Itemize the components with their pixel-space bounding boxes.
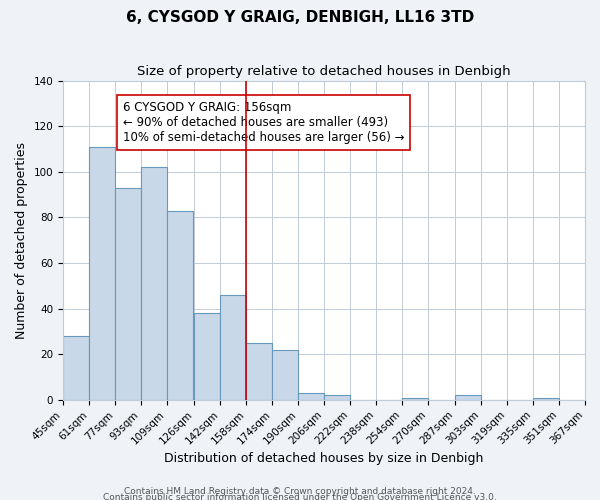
Bar — [167, 210, 193, 400]
Bar — [220, 295, 246, 400]
Text: Contains public sector information licensed under the Open Government Licence v3: Contains public sector information licen… — [103, 492, 497, 500]
Bar — [402, 398, 428, 400]
Bar — [246, 343, 272, 400]
Bar — [533, 398, 559, 400]
Bar — [298, 393, 324, 400]
Bar — [194, 313, 220, 400]
Title: Size of property relative to detached houses in Denbigh: Size of property relative to detached ho… — [137, 65, 511, 78]
X-axis label: Distribution of detached houses by size in Denbigh: Distribution of detached houses by size … — [164, 452, 484, 465]
Bar — [89, 146, 115, 400]
Bar — [115, 188, 141, 400]
Bar — [141, 167, 167, 400]
Text: Contains HM Land Registry data © Crown copyright and database right 2024.: Contains HM Land Registry data © Crown c… — [124, 487, 476, 496]
Bar — [272, 350, 298, 400]
Text: 6, CYSGOD Y GRAIG, DENBIGH, LL16 3TD: 6, CYSGOD Y GRAIG, DENBIGH, LL16 3TD — [126, 10, 474, 25]
Text: 6 CYSGOD Y GRAIG: 156sqm
← 90% of detached houses are smaller (493)
10% of semi-: 6 CYSGOD Y GRAIG: 156sqm ← 90% of detach… — [123, 101, 404, 144]
Bar — [63, 336, 89, 400]
Bar — [324, 396, 350, 400]
Bar — [455, 396, 481, 400]
Y-axis label: Number of detached properties: Number of detached properties — [15, 142, 28, 338]
